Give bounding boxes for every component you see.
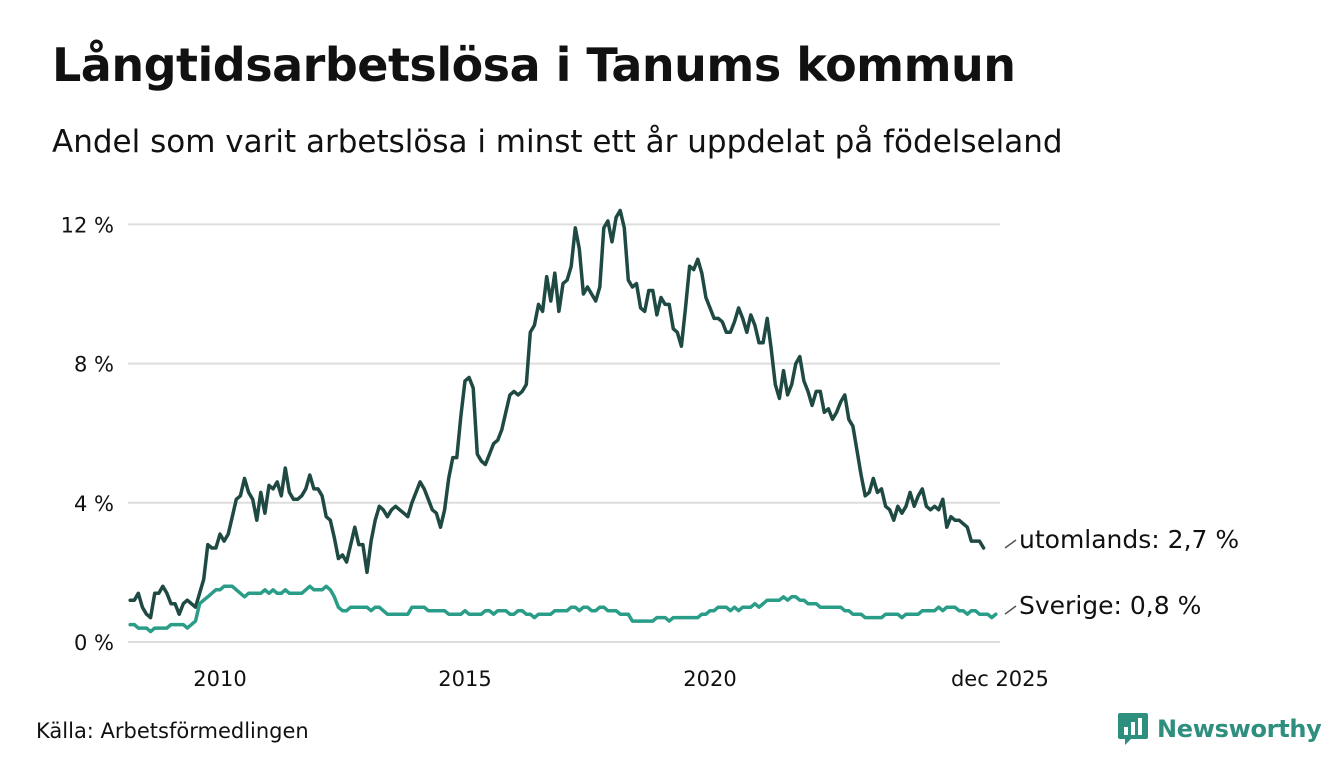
series-lines (128, 208, 998, 634)
x-axis: 2010 2015 2020 dec 2025 (193, 667, 1049, 691)
end-label-connector (1004, 539, 1017, 549)
chart-subtitle: Andel som varit arbetslösa i minst ett å… (52, 124, 1063, 160)
newsworthy-chart-bubble-icon (1118, 713, 1148, 745)
source-note: Källa: Arbetsförmedlingen (36, 719, 309, 743)
brand-logo[interactable]: Newsworthy (1117, 712, 1322, 746)
end-label-connector (1004, 605, 1017, 615)
end-label-sverige: Sverige: 0,8 % (1019, 591, 1201, 620)
chart-title: Långtidsarbetslösa i Tanums kommun (52, 38, 1016, 92)
brand-name: Newsworthy (1157, 715, 1322, 743)
series-line-sverige (128, 584, 998, 634)
y-tick-label: 0 % (74, 631, 114, 655)
gridlines (128, 223, 1000, 643)
x-tick-label: 2010 (193, 667, 246, 691)
end-label-utomlands: utomlands: 2,7 % (1019, 525, 1239, 554)
x-tick-label: 2015 (438, 667, 491, 691)
y-tick-label: 4 % (74, 492, 114, 516)
x-tick-label: 2020 (683, 667, 736, 691)
series-end-labels: utomlands: 2,7 % Sverige: 0,8 % (1004, 525, 1239, 620)
y-tick-label: 8 % (74, 353, 114, 377)
series-line-utomlands (128, 208, 986, 620)
y-axis: 0 % 4 % 8 % 12 % (61, 213, 114, 655)
line-chart: 0 % 4 % 8 % 12 % 2010 2015 2020 dec 2025 utoml… (61, 208, 1239, 691)
x-tick-label: dec 2025 (951, 667, 1049, 691)
y-tick-label: 12 % (61, 213, 114, 237)
